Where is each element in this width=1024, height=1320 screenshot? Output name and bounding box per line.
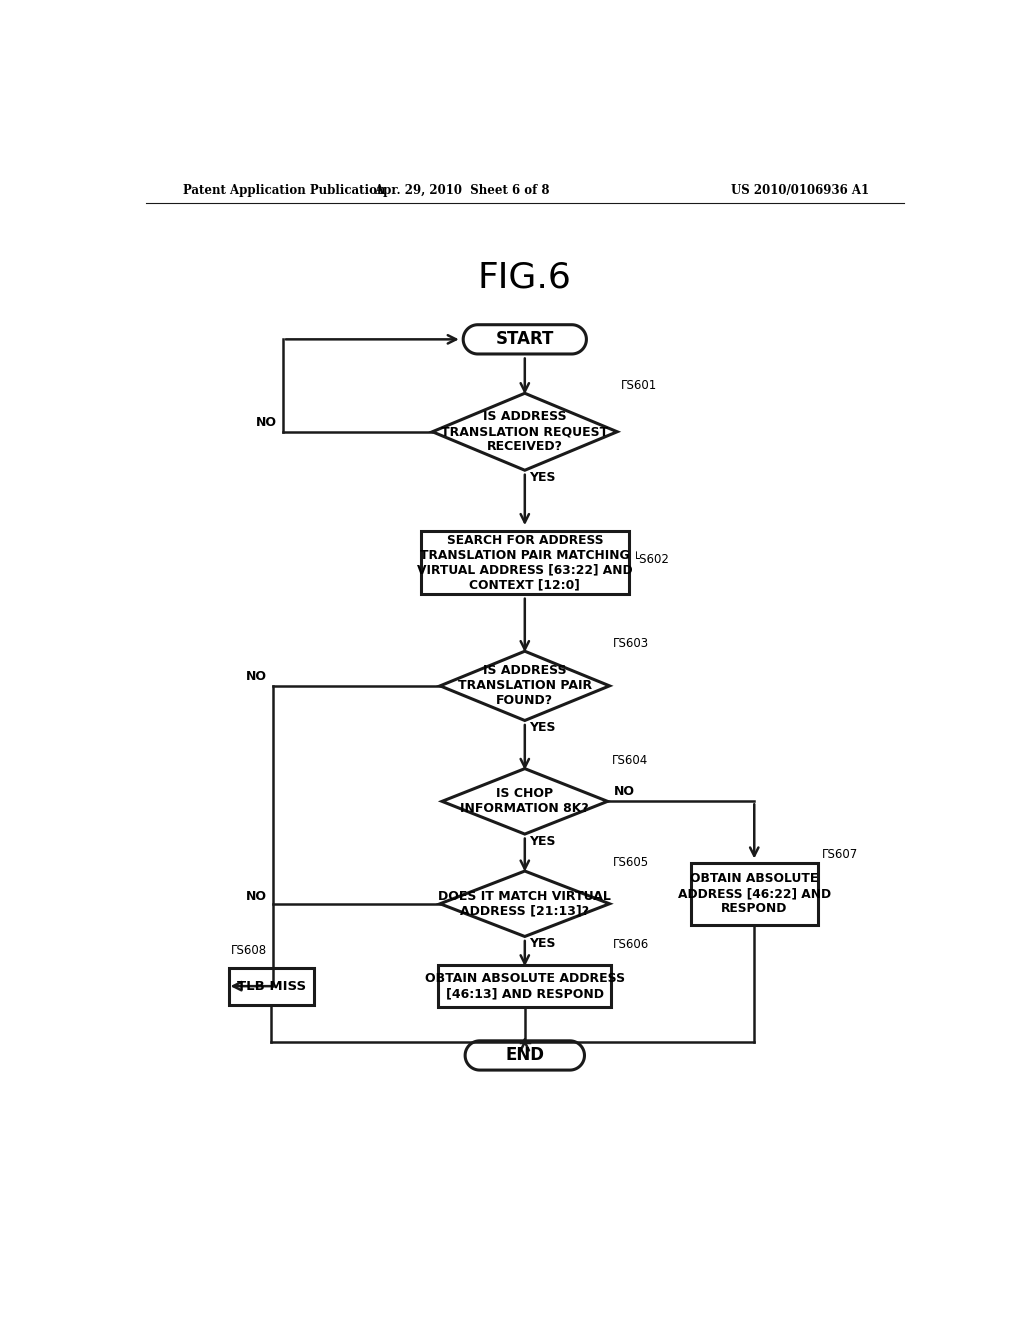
Text: OBTAIN ABSOLUTE
ADDRESS [46:22] AND
RESPOND: OBTAIN ABSOLUTE ADDRESS [46:22] AND RESP… [678,873,830,915]
Text: ΓS606: ΓS606 [613,939,649,950]
Text: YES: YES [529,471,556,484]
Text: ΓS607: ΓS607 [821,849,858,862]
Text: IS ADDRESS
TRANSLATION REQUEST
RECEIVED?: IS ADDRESS TRANSLATION REQUEST RECEIVED? [441,411,608,453]
Text: Patent Application Publication: Patent Application Publication [183,185,385,197]
Text: US 2010/0106936 A1: US 2010/0106936 A1 [731,185,869,197]
Text: ΓS604: ΓS604 [611,754,647,767]
Text: Apr. 29, 2010  Sheet 6 of 8: Apr. 29, 2010 Sheet 6 of 8 [374,185,550,197]
Text: NO: NO [246,669,267,682]
Text: └S602: └S602 [633,553,670,566]
Text: NO: NO [246,890,267,903]
Text: YES: YES [529,937,556,950]
Text: NO: NO [613,785,635,799]
Text: YES: YES [529,834,556,847]
Text: IS CHOP
INFORMATION 8K?: IS CHOP INFORMATION 8K? [461,787,589,816]
Text: TLB MISS: TLB MISS [237,979,306,993]
Text: NO: NO [256,416,276,429]
Text: ΓS603: ΓS603 [613,636,649,649]
Bar [438,965,611,1007]
Bar [229,968,313,1005]
Text: SEARCH FOR ADDRESS
TRANSLATION PAIR MATCHING
VIRTUAL ADDRESS [63:22] AND
CONTEXT: SEARCH FOR ADDRESS TRANSLATION PAIR MATC… [417,533,633,591]
Text: ΓS608: ΓS608 [230,944,267,957]
Text: ΓS605: ΓS605 [613,857,649,870]
Polygon shape [465,1040,585,1071]
Polygon shape [432,393,617,470]
Text: OBTAIN ABSOLUTE ADDRESS
[46:13] AND RESPOND: OBTAIN ABSOLUTE ADDRESS [46:13] AND RESP… [425,972,625,1001]
Text: START: START [496,330,554,348]
Polygon shape [440,871,609,936]
Polygon shape [463,325,587,354]
Text: DOES IT MATCH VIRTUAL
ADDRESS [21:13]?: DOES IT MATCH VIRTUAL ADDRESS [21:13]? [438,890,611,917]
Text: YES: YES [529,721,556,734]
Text: END: END [505,1047,545,1064]
Polygon shape [442,768,607,834]
Bar [691,863,818,924]
Text: FIG.6: FIG.6 [478,261,571,294]
Text: IS ADDRESS
TRANSLATION PAIR
FOUND?: IS ADDRESS TRANSLATION PAIR FOUND? [458,664,592,708]
Bar [421,531,629,594]
Text: ΓS601: ΓS601 [621,379,657,392]
Polygon shape [440,651,609,721]
